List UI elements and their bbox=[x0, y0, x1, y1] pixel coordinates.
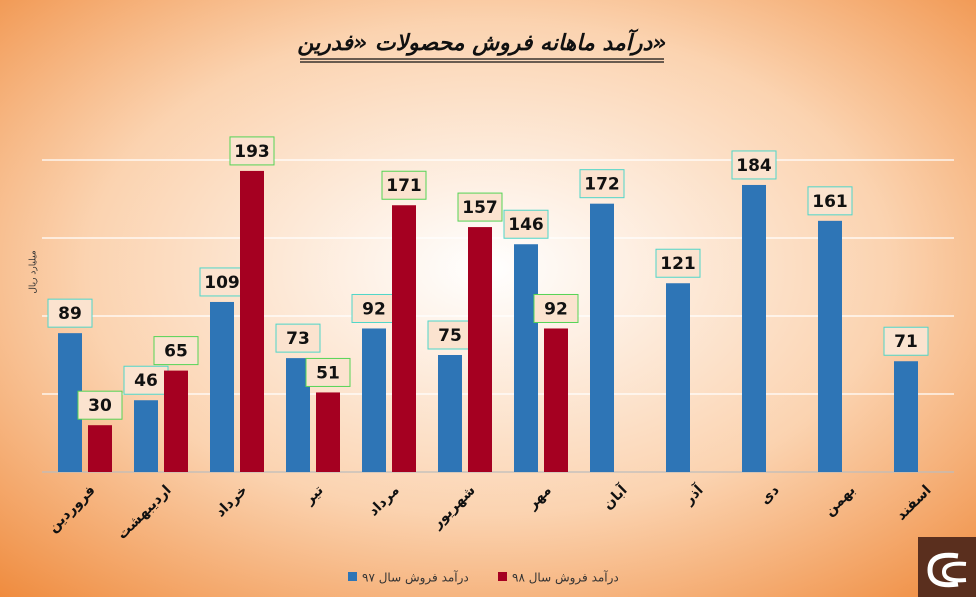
chart-title: درآمد ماهانه فروش محصولات «فدرین» bbox=[297, 28, 666, 56]
data-label: 184 bbox=[736, 156, 772, 176]
bar bbox=[666, 283, 690, 472]
data-label-box bbox=[533, 293, 579, 323]
bar bbox=[88, 425, 112, 472]
data-label: 73 bbox=[286, 329, 310, 349]
data-label-box bbox=[229, 136, 275, 166]
data-label-box bbox=[351, 293, 397, 323]
bar bbox=[134, 400, 158, 472]
data-label-box bbox=[381, 170, 427, 200]
data-label: 51 bbox=[316, 363, 340, 383]
data-label: 75 bbox=[438, 326, 462, 346]
data-label-box bbox=[123, 365, 169, 395]
legend-label: درآمد فروش سال ۹۸ bbox=[512, 570, 619, 586]
legend-swatch bbox=[348, 572, 357, 581]
data-label-box bbox=[503, 209, 549, 239]
data-label: 65 bbox=[164, 342, 188, 362]
legend-swatch bbox=[498, 572, 507, 581]
bar bbox=[362, 328, 386, 472]
data-label-box bbox=[579, 169, 625, 199]
data-label: 71 bbox=[894, 332, 918, 352]
data-label-box bbox=[77, 390, 123, 420]
legend-label: درآمد فروش سال ۹۷ bbox=[362, 570, 469, 586]
data-label-box bbox=[305, 357, 351, 387]
logo bbox=[918, 537, 976, 597]
data-label-box bbox=[153, 336, 199, 366]
data-label: 109 bbox=[204, 273, 240, 293]
data-label: 121 bbox=[660, 254, 696, 274]
bar bbox=[818, 220, 842, 472]
data-label: 193 bbox=[234, 142, 270, 162]
bar bbox=[164, 370, 188, 472]
data-label: 157 bbox=[462, 198, 498, 218]
data-label-box bbox=[655, 248, 701, 278]
bar bbox=[438, 355, 462, 472]
bar bbox=[590, 203, 614, 472]
bar bbox=[316, 392, 340, 472]
data-label-box bbox=[47, 298, 93, 328]
bar bbox=[894, 361, 918, 472]
bar bbox=[514, 244, 538, 472]
bar bbox=[392, 205, 416, 473]
data-label: 161 bbox=[812, 192, 848, 212]
data-label: 92 bbox=[362, 299, 386, 319]
data-label: 172 bbox=[584, 175, 620, 195]
data-label-box bbox=[807, 186, 853, 216]
data-label: 92 bbox=[544, 299, 568, 319]
bar bbox=[210, 301, 234, 472]
data-label-box bbox=[457, 192, 503, 222]
bar bbox=[544, 328, 568, 472]
bar bbox=[240, 170, 264, 473]
data-label: 146 bbox=[508, 215, 544, 235]
data-label: 30 bbox=[88, 396, 112, 416]
data-label-box bbox=[883, 326, 929, 356]
data-label: 89 bbox=[58, 304, 82, 324]
data-label-box bbox=[275, 323, 321, 353]
bar bbox=[468, 227, 492, 472]
y-axis-label: میلیارد ریال bbox=[29, 250, 39, 294]
data-label: 46 bbox=[134, 371, 158, 391]
data-label-box bbox=[427, 320, 473, 350]
data-label-box bbox=[731, 150, 777, 180]
data-label: 171 bbox=[386, 176, 422, 196]
bar bbox=[742, 184, 766, 472]
